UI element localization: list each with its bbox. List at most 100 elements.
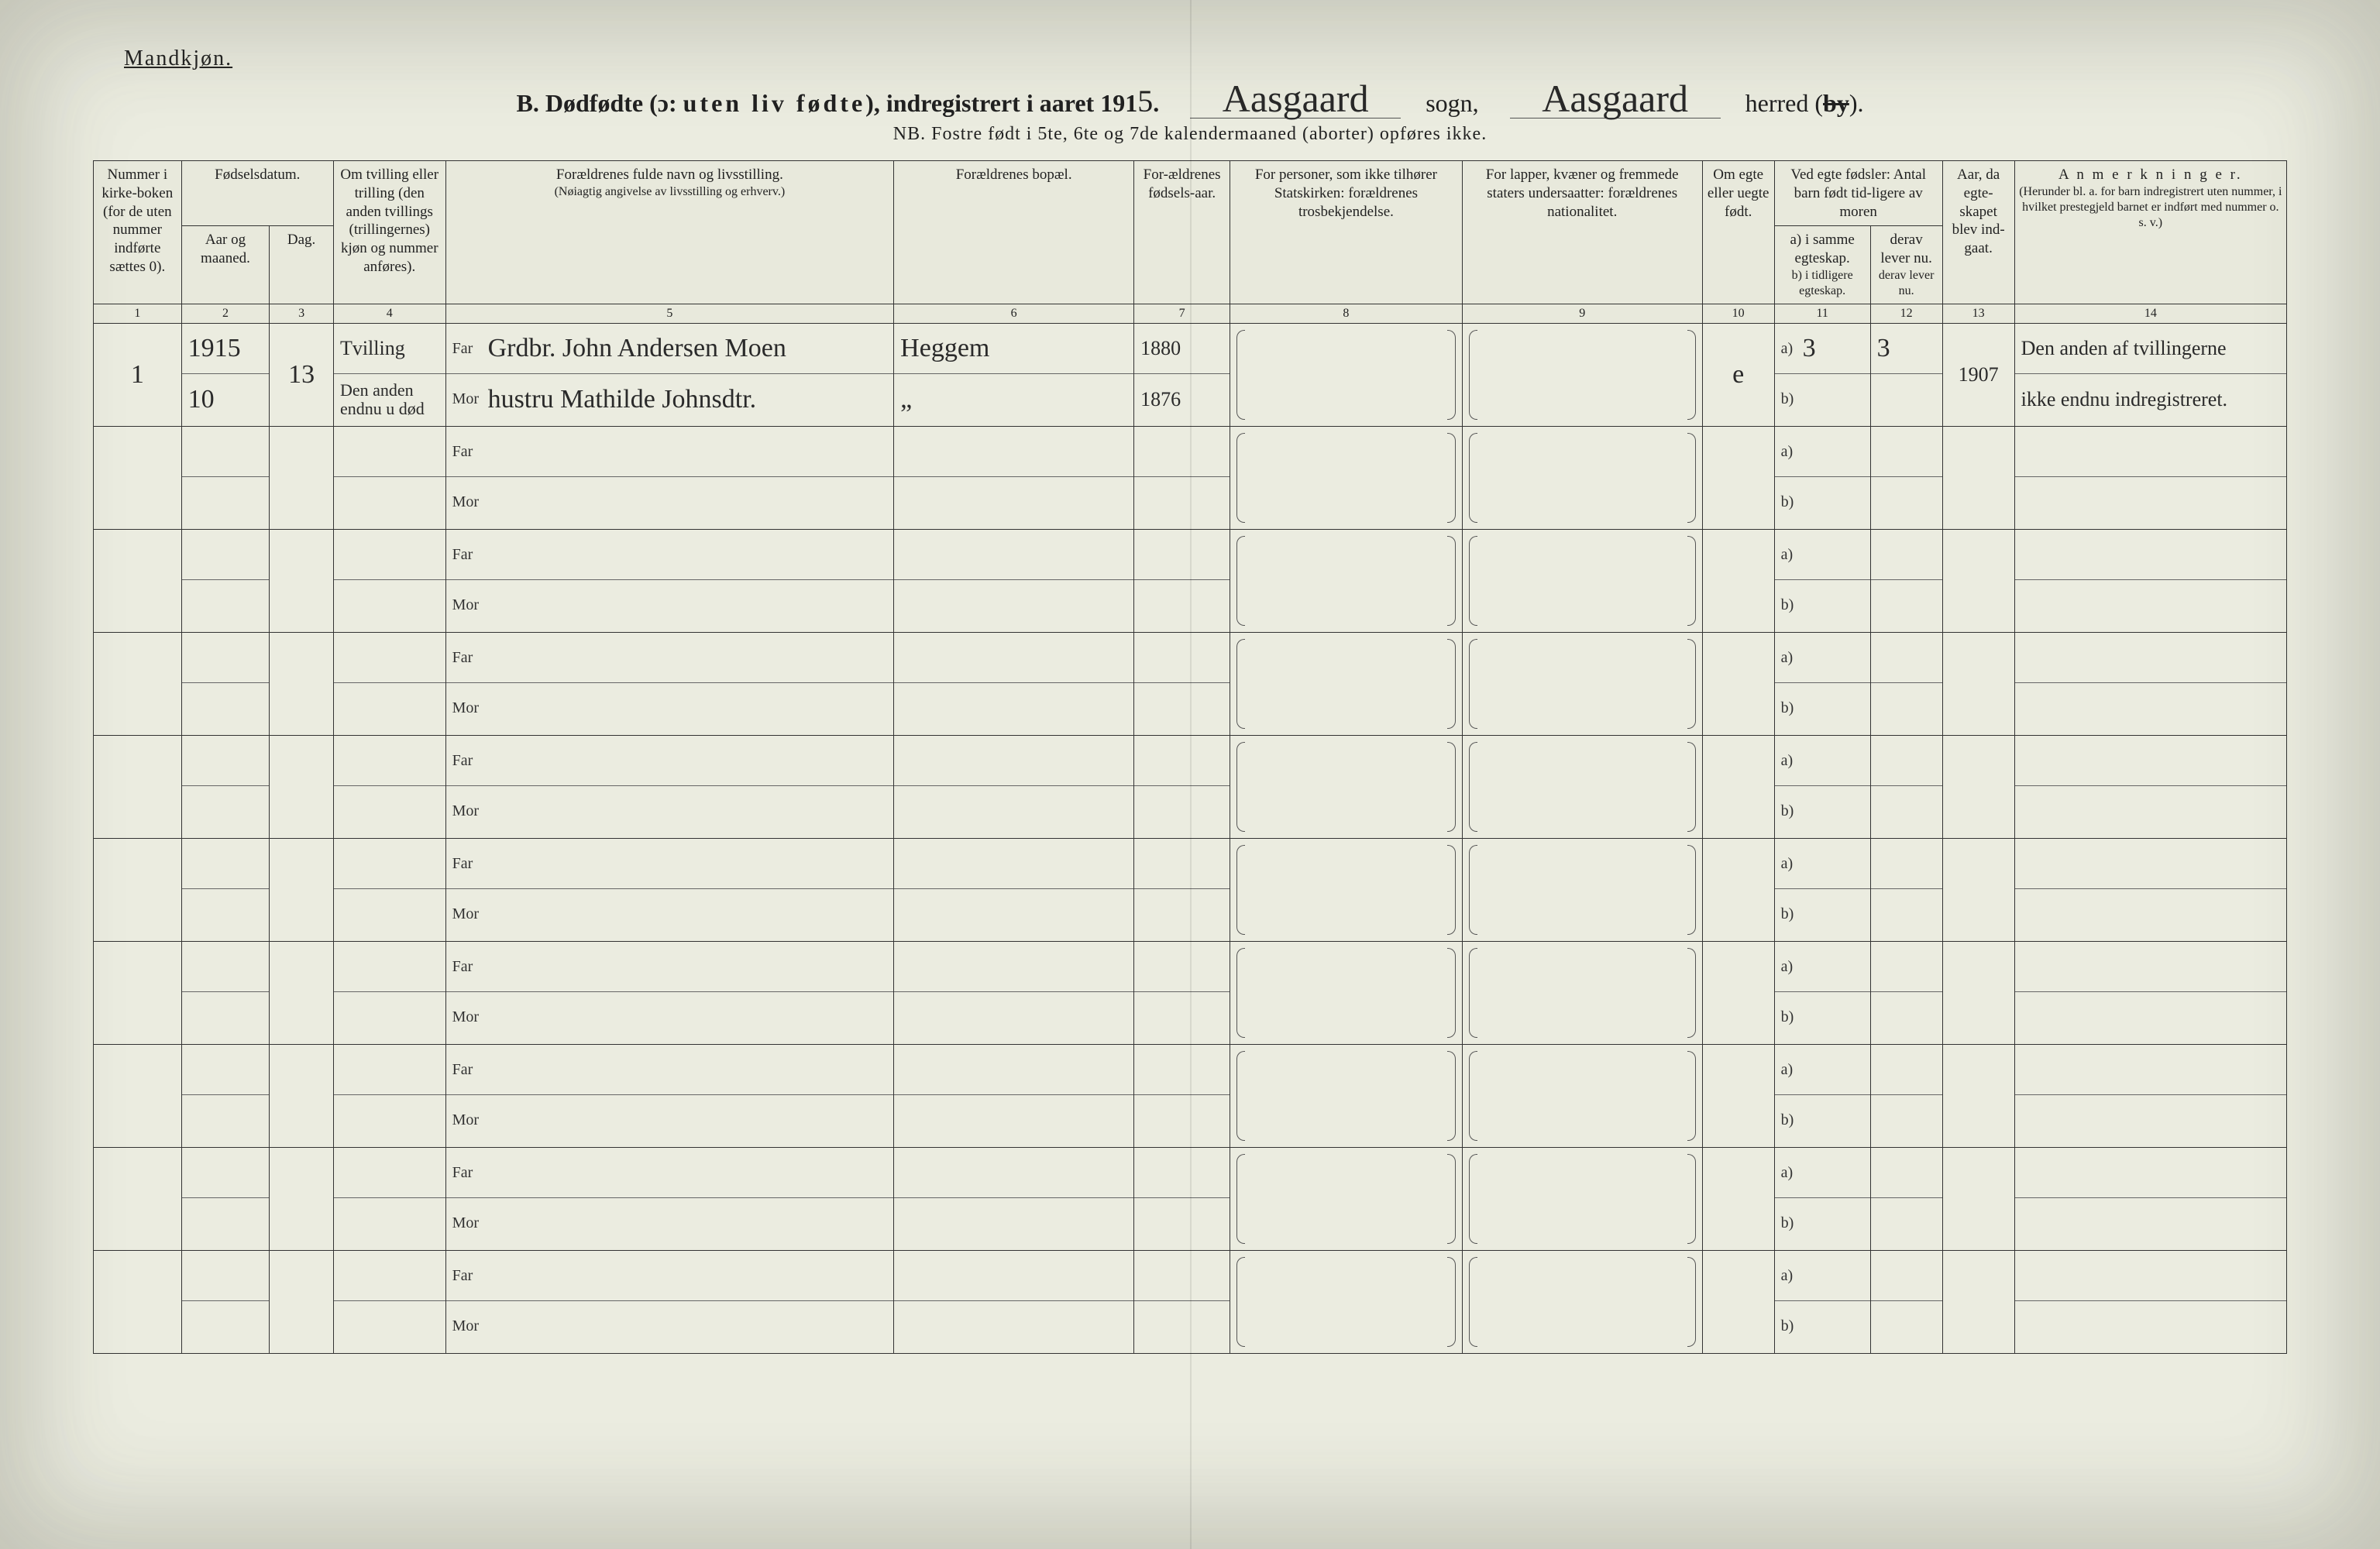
remark-bot: ikke endnu indregistreret. (2021, 388, 2227, 411)
cell-num (94, 1250, 182, 1353)
cell-num (94, 426, 182, 529)
cell-nationality (1462, 529, 1702, 632)
twin-bot: Den anden endnu u død (340, 381, 439, 417)
herred-label-post: ). (1849, 89, 1864, 117)
colnum: 9 (1462, 304, 1702, 323)
col-7-header: For-ældrenes fødsels-aar. (1134, 161, 1230, 304)
ab-b-label: b) (1781, 1008, 1803, 1026)
mother-birthyear: 1876 (1140, 388, 1181, 411)
ab-b-label: b) (1781, 493, 1803, 511)
form-subtitle: NB. Fostre født i 5te, 6te og 7de kalend… (93, 124, 2287, 145)
cell-parents: Far Mor (445, 1044, 894, 1147)
mor-label: Mor (452, 1111, 488, 1129)
cell-marriage-year (1942, 632, 2014, 735)
cell-bopal (894, 529, 1134, 632)
bopal-bot: „ (900, 385, 912, 414)
remark-top: Den anden af tvillingerne (2021, 337, 2227, 360)
cell-marriage-year (1942, 1147, 2014, 1250)
cell-birthyears: 1880 1876 (1134, 323, 1230, 426)
cell-year-month (181, 426, 270, 529)
cell-lever (1870, 941, 1942, 1044)
mor-label: Mor (452, 802, 488, 820)
far-label: Far (452, 443, 488, 461)
cell-marriage-year (1942, 1250, 2014, 1353)
mor-label: Mor (452, 905, 488, 923)
ab-b-label: b) (1781, 1317, 1803, 1335)
cell-egte (1702, 426, 1774, 529)
herred-hand: Aasgaard (1510, 79, 1721, 118)
cell-nationality (1462, 632, 1702, 735)
cell-day: 13 (270, 323, 334, 426)
col-11a: a) i samme egteskap. (1790, 232, 1854, 266)
cell-parents: Far Mor (445, 735, 894, 838)
cell-day (270, 941, 334, 1044)
ab-a-label: a) (1781, 752, 1803, 770)
cell-nationality (1462, 941, 1702, 1044)
cell-num (94, 1147, 182, 1250)
table-row: Far Mor (94, 838, 2287, 941)
ab-b-label: b) (1781, 802, 1803, 820)
cell-num (94, 941, 182, 1044)
cell-twin (333, 632, 445, 735)
cell-nationality (1462, 735, 1702, 838)
cell-marriage-year (1942, 1044, 2014, 1147)
cell-remarks (2014, 735, 2286, 838)
cell-egte (1702, 1044, 1774, 1147)
mor-label: Mor (452, 493, 488, 511)
far-label: Far (452, 340, 488, 358)
marriage-year: 1907 (1959, 363, 1999, 386)
cell-twin (333, 1250, 445, 1353)
col-14-sub: (Herunder bl. a. for barn indregistrert … (2018, 184, 2283, 231)
cell-remarks (2014, 1044, 2286, 1147)
cell-num: 1 (94, 323, 182, 426)
cell-remarks (2014, 1147, 2286, 1250)
title-spaced: uten liv fødte (683, 89, 866, 117)
cell-bopal (894, 838, 1134, 941)
cell-marriage-year (1942, 529, 2014, 632)
cell-religion (1230, 1044, 1463, 1147)
day-value: 13 (288, 360, 315, 390)
cell-parents: Far Grdbr. John Andersen Moen Mor hustru… (445, 323, 894, 426)
cell-lever (1870, 529, 1942, 632)
month-value: 10 (188, 385, 215, 414)
cell-parents: Far Mor (445, 941, 894, 1044)
cell-birthyears (1134, 632, 1230, 735)
ab-a-label: a) (1781, 340, 1803, 358)
entry-num: 1 (131, 360, 144, 390)
year-value: 1915 (188, 334, 241, 363)
col-2-3-group: Fødselsdatum. (181, 161, 333, 226)
cell-day (270, 735, 334, 838)
cell-year-month (181, 1044, 270, 1147)
cell-remarks: Den anden af tvillingerne ikke endnu ind… (2014, 323, 2286, 426)
cell-lever (1870, 735, 1942, 838)
table-row: Far Mor (94, 735, 2287, 838)
cell-bopal (894, 1250, 1134, 1353)
cell-remarks (2014, 1250, 2286, 1353)
cell-parents: Far Mor (445, 838, 894, 941)
a-lever: 3 (1877, 334, 1890, 363)
year-digit-hand: 5 (1137, 84, 1153, 118)
cell-remarks (2014, 632, 2286, 735)
cell-egte (1702, 735, 1774, 838)
mor-label: Mor (452, 1214, 488, 1232)
cell-parents: Far Mor (445, 632, 894, 735)
cell-religion (1230, 1147, 1463, 1250)
cell-religion (1230, 323, 1463, 426)
cell-bopal (894, 941, 1134, 1044)
cell-day (270, 1147, 334, 1250)
mother-name: hustru Mathilde Johnsdtr. (488, 385, 757, 414)
colnum: 1 (94, 304, 182, 323)
col-11-header: a) i samme egteskap. b) i tidligere egte… (1774, 226, 1870, 304)
cell-prev-births: a) b) (1774, 941, 1870, 1044)
cell-year-month (181, 838, 270, 941)
cell-egte (1702, 1250, 1774, 1353)
cell-lever (1870, 838, 1942, 941)
cell-num (94, 632, 182, 735)
cell-prev-births: a) b) (1774, 529, 1870, 632)
cell-religion (1230, 529, 1463, 632)
cell-num (94, 1044, 182, 1147)
cell-lever (1870, 1147, 1942, 1250)
cell-day (270, 529, 334, 632)
cell-parents: Far Mor (445, 1250, 894, 1353)
col-5-header: Forældrenes fulde navn og livsstilling. … (445, 161, 894, 304)
